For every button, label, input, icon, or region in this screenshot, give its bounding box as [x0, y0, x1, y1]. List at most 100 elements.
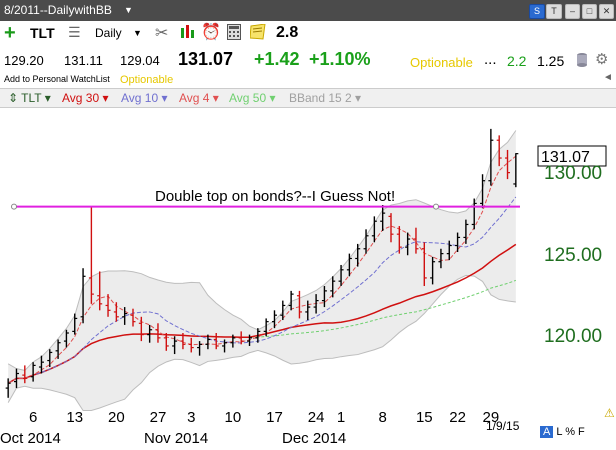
- gear-icon[interactable]: ⚙: [595, 51, 609, 68]
- legend-item-avg30[interactable]: Avg 30 ▾: [62, 91, 109, 105]
- ohlc-bar: [22, 365, 28, 384]
- ohlc-bar: [63, 329, 69, 348]
- move-icon: ⇕: [8, 91, 22, 105]
- optionable-label[interactable]: Optionable: [410, 55, 473, 70]
- ohlc-bar: [80, 268, 86, 324]
- ohlc-bar: [180, 333, 186, 350]
- add-watchlist-link[interactable]: Add to Personal WatchList: [4, 74, 110, 84]
- ohlc-bar: [271, 310, 277, 329]
- date-label: 1/9/15: [486, 419, 520, 433]
- tools-icon[interactable]: ✂: [155, 25, 169, 42]
- mode-f-button[interactable]: F: [578, 426, 585, 438]
- ohlc-bar: [172, 336, 178, 355]
- chart-annotation: Double top on bonds?--I Guess Not!: [155, 188, 395, 205]
- ohlc-bar: [471, 198, 477, 230]
- s-button[interactable]: S: [529, 4, 545, 19]
- ohlc-bar: [280, 300, 286, 321]
- close-button[interactable]: ✕: [599, 4, 614, 19]
- last-price-box: [537, 145, 607, 167]
- ohlc-bar: [455, 232, 461, 252]
- ohlc-bar: [188, 337, 194, 353]
- ohlc-bar: [430, 256, 436, 285]
- symbol-field[interactable]: TLT: [30, 25, 55, 41]
- triangle-down-icon[interactable]: ▼: [133, 28, 142, 38]
- ellipsis[interactable]: ...: [484, 51, 497, 68]
- ohlc-bar: [88, 206, 94, 304]
- x-month-label: Dec 2014: [282, 430, 346, 447]
- other-value: 1.25: [537, 53, 565, 69]
- list-icon[interactable]: ☰: [68, 24, 81, 40]
- bar-chart-icon[interactable]: [179, 23, 195, 46]
- x-tick-label: 8: [379, 409, 387, 426]
- minimize-button[interactable]: –: [565, 4, 580, 19]
- ohlc-bar: [288, 290, 294, 311]
- ohlc-bar: [122, 307, 128, 325]
- y-tick-label: 120.00: [544, 326, 602, 347]
- t-button[interactable]: T: [546, 4, 562, 19]
- x-axis: 6 13 20 27 3 10 17 24 1 8 15 22 29: [29, 409, 499, 426]
- window-titlebar: 8/2011--DailywithBB ▼ S T – □ ✕: [0, 0, 616, 21]
- legend-item-avg50[interactable]: Avg 50 ▾: [229, 91, 276, 105]
- ohlc-bar: [155, 323, 161, 343]
- ohlc-bar: [147, 324, 153, 343]
- ohlc-bar: [222, 339, 228, 353]
- last-price: 131.07: [178, 49, 234, 69]
- ohlc-bar: [72, 313, 78, 335]
- ohlc-bar: [130, 308, 136, 327]
- x-tick-label: 22: [449, 409, 466, 426]
- small-value: 2.2: [507, 53, 527, 69]
- change-percent: +1.10%: [309, 49, 371, 69]
- ohlc-bar: [321, 286, 327, 308]
- scroll-right-icon[interactable]: ◄: [603, 72, 613, 83]
- ohlc-bar: [496, 135, 502, 167]
- open-price: 129.20: [4, 53, 44, 68]
- toolbar: + TLT ☰ Daily ▼ ✂ ⏰ 2.8: [0, 21, 616, 47]
- legend-item-avg10[interactable]: Avg 10 ▾: [121, 91, 168, 105]
- indicator-legend: ⇕ TLT ▾ Avg 30 ▾ Avg 10 ▾ Avg 4 ▾ Avg 50…: [0, 88, 616, 108]
- database-icon[interactable]: [576, 52, 588, 73]
- ohlc-bar: [305, 300, 311, 321]
- ohlc-bar: [47, 349, 53, 368]
- alarm-clock-icon[interactable]: ⏰: [201, 24, 221, 41]
- ohlc-bar: [446, 240, 452, 261]
- triangle-down-icon[interactable]: ▼: [124, 5, 133, 15]
- ohlc-bar: [371, 216, 377, 243]
- legend-item-avg4[interactable]: Avg 4 ▾: [179, 91, 219, 105]
- ohlc-bar: [163, 333, 169, 351]
- calculator-icon[interactable]: [227, 24, 241, 45]
- avg4-line: [7, 155, 517, 384]
- mode-pct-button[interactable]: %: [565, 426, 575, 438]
- ohlc-bar: [197, 341, 203, 356]
- ohlc-bar: [213, 333, 219, 350]
- ohlc-bar: [138, 316, 144, 342]
- mode-a-button[interactable]: A: [540, 426, 554, 438]
- ohlc-bar: [313, 294, 319, 314]
- trendline[interactable]: [11, 203, 521, 210]
- moving-averages: [7, 155, 517, 384]
- note-icon[interactable]: [249, 23, 266, 45]
- x-tick-label: 6: [29, 409, 37, 426]
- optionable-small[interactable]: Optionable: [120, 74, 174, 86]
- legend-item-bband[interactable]: BBand 15 2 ▾: [289, 91, 362, 105]
- ohlc-bar: [363, 229, 369, 254]
- ohlc-bar: [380, 205, 386, 231]
- period-select[interactable]: Daily: [95, 26, 122, 40]
- ohlc-bar: [5, 378, 11, 398]
- ohlc-bar: [330, 276, 336, 298]
- plus-icon[interactable]: +: [4, 22, 16, 44]
- change-value: +1.42: [254, 49, 300, 69]
- legend-item-tlt[interactable]: ⇕ TLT ▾: [8, 91, 51, 105]
- ohlc-bar: [338, 264, 344, 287]
- mode-l-button[interactable]: L: [556, 426, 563, 438]
- ohlc-bar: [505, 149, 511, 180]
- ohlc-bar: [355, 243, 361, 267]
- x-month-label: Nov 2014: [144, 430, 208, 447]
- x-month-label: Oct 2014: [0, 430, 61, 447]
- maximize-button[interactable]: □: [582, 4, 597, 19]
- avg10-line: [7, 196, 517, 384]
- x-tick-label: 15: [416, 409, 433, 426]
- scale-warning-icon[interactable]: ⚠: [604, 406, 615, 420]
- ohlc-bar: [13, 368, 19, 389]
- ohlc-bar: [205, 334, 211, 350]
- price-chart[interactable]: Double top on bonds?--I Guess Not! 131.0…: [0, 108, 616, 450]
